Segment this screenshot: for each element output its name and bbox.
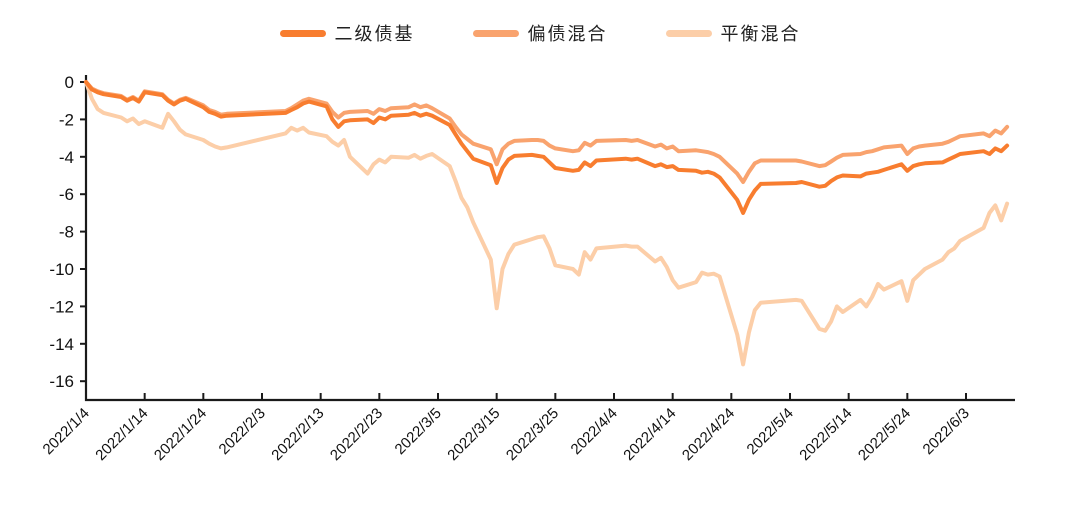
series-line-1 <box>84 80 1010 184</box>
y-tick-label: -6 <box>59 185 74 204</box>
legend-label: 偏债混合 <box>527 24 608 44</box>
x-tick-label: 2022/1/14 <box>92 405 151 464</box>
x-tick-label: 2022/5/4 <box>744 405 797 458</box>
x-tick-label: 2022/4/24 <box>679 405 738 464</box>
x-tick-label: 2022/6/3 <box>920 405 973 458</box>
y-tick-label: -10 <box>49 260 74 279</box>
y-tick-label: -4 <box>59 148 74 167</box>
legend-label: 二级债基 <box>334 24 415 44</box>
x-tick-label: 2022/3/25 <box>503 405 562 464</box>
y-tick-label: -12 <box>49 297 74 316</box>
chart-legend: 二级债基 偏债混合 平衡混合 <box>0 20 1080 46</box>
legend-item-secondary-bond: 二级债基 <box>279 20 415 46</box>
series-line-2 <box>84 80 1010 367</box>
y-tick-label: -14 <box>49 335 74 354</box>
x-tick-label: 2022/3/5 <box>392 405 445 458</box>
x-tick-label: 2022/1/24 <box>151 405 210 464</box>
x-tick-label: 2022/1/4 <box>40 405 93 458</box>
x-tick-label: 2022/3/15 <box>444 405 503 464</box>
x-tick-label: 2022/2/3 <box>216 405 269 458</box>
y-tick-label: 0 <box>65 73 74 92</box>
x-tick-label: 2022/5/14 <box>796 405 855 464</box>
legend-label: 平衡混合 <box>720 24 801 44</box>
x-tick-label: 2022/4/4 <box>568 405 621 458</box>
legend-swatch-icon <box>665 29 712 37</box>
series-line-0 <box>84 80 1010 215</box>
y-tick-label: -16 <box>49 372 74 391</box>
x-tick-label: 2022/2/13 <box>268 405 327 464</box>
x-tick-label: 2022/5/24 <box>855 405 914 464</box>
axis-lines <box>84 75 1015 402</box>
legend-item-balanced-hybrid: 平衡混合 <box>665 20 801 46</box>
y-tick-label: -8 <box>59 223 74 242</box>
x-tick-label: 2022/2/23 <box>327 405 386 464</box>
legend-swatch-icon <box>472 29 519 37</box>
legend-swatch-icon <box>279 29 326 37</box>
x-tick-label: 2022/4/14 <box>620 405 679 464</box>
legend-item-bond-biased-hybrid: 偏债混合 <box>472 20 608 46</box>
y-tick-label: -2 <box>59 110 74 129</box>
